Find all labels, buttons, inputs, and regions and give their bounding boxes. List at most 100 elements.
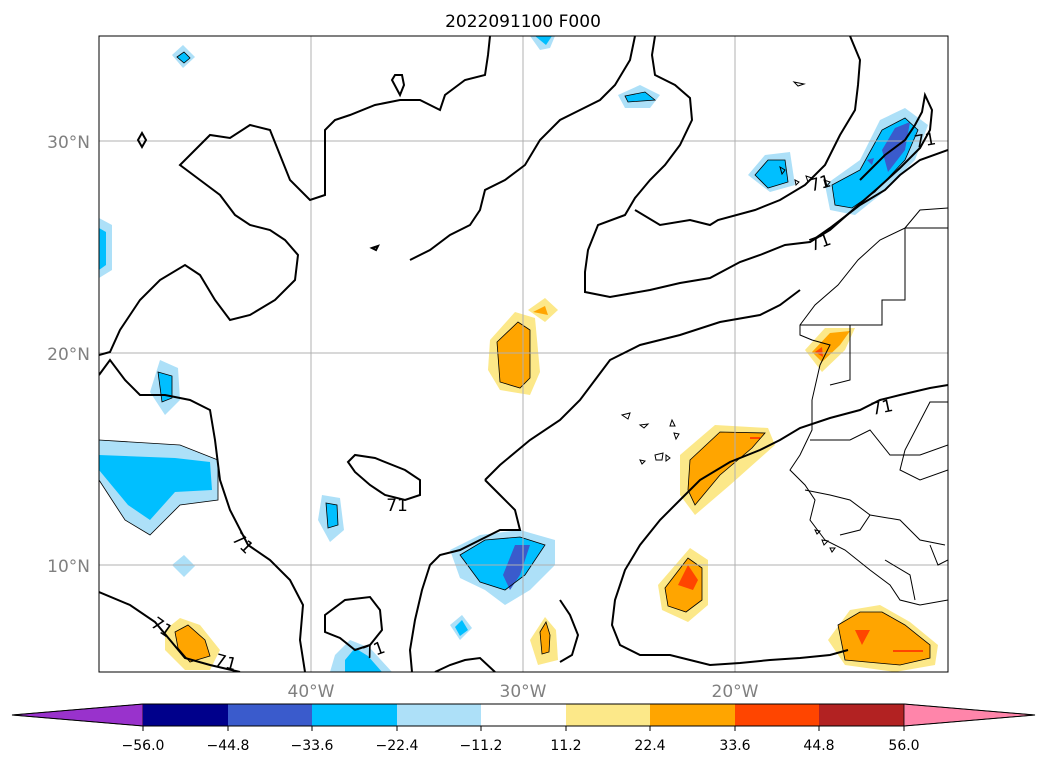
- cape-verde-island: [639, 459, 647, 465]
- contour-71: [584, 36, 934, 299]
- colorbar-tick-label: 22.4: [634, 738, 665, 754]
- positive-anomaly-core: [540, 622, 550, 654]
- contour-71: [809, 149, 948, 243]
- thin-contour: [624, 91, 657, 103]
- strong-positive-anomaly: [893, 650, 923, 652]
- colorbar-segment: [819, 704, 904, 726]
- contour-value-label: 71: [913, 129, 938, 152]
- colorbar-segment: [397, 704, 481, 726]
- strong-positive-anomaly: [678, 565, 698, 590]
- contour-71: [434, 656, 496, 672]
- thin-contour: [174, 624, 211, 663]
- africa-coastline: [789, 227, 948, 606]
- strong-positive-anomaly: [855, 630, 870, 645]
- negative-anomaly-core: [326, 503, 338, 528]
- colorbar: −56.0 −44.8 −33.6 −22.4 −11.2 11.2 22.4 …: [11, 703, 1036, 754]
- colorbar-tick-label: 44.8: [803, 738, 834, 754]
- thin-contour: [459, 536, 546, 591]
- latitude-labels: 30°N 20°N 10°N: [47, 133, 90, 577]
- cape-verde-island: [638, 423, 650, 429]
- coastlines: [620, 81, 948, 606]
- cape-verde-island: [654, 452, 664, 461]
- bijagos-island: [814, 529, 822, 535]
- positive-anomaly-core: [838, 612, 930, 665]
- thin-contour: [831, 117, 919, 209]
- contour-71: [136, 130, 148, 150]
- cape-verde-island: [673, 432, 680, 441]
- colorbar-segment: [481, 704, 566, 726]
- negative-anomaly-core: [99, 228, 106, 270]
- contour-labels: 71 71 71 71 71 71 71 71 71: [147, 129, 938, 672]
- country-border: [804, 489, 871, 536]
- lon-label: 40°W: [288, 682, 335, 702]
- contour-value-label: 71: [386, 496, 408, 516]
- colorbar-segment: [650, 704, 735, 726]
- country-border: [899, 401, 948, 481]
- contour-71: [409, 36, 636, 261]
- cape-verde-island: [620, 412, 631, 420]
- canary-island: [792, 81, 806, 87]
- contour-71: [99, 358, 306, 672]
- lat-label: 10°N: [47, 557, 90, 577]
- contour-71: [369, 244, 380, 252]
- longitude-labels: 40°W 30°W 20°W: [288, 682, 759, 702]
- colorbar-tick-label: −33.6: [291, 738, 334, 754]
- thin-contour: [837, 611, 931, 666]
- thin-contour: [99, 439, 219, 536]
- canary-island: [779, 165, 786, 176]
- thin-contour: [687, 431, 766, 506]
- strong-negative-anomaly: [867, 158, 874, 165]
- colorbar-tick-label: −22.4: [376, 738, 419, 754]
- positive-anomaly-core: [688, 432, 765, 505]
- strong-positive-anomaly: [815, 347, 823, 357]
- colorbar-tick-label: −11.2: [460, 738, 503, 754]
- colorbar-extend-high: [903, 703, 1036, 727]
- colorbar-tick-labels: −56.0 −44.8 −33.6 −22.4 −11.2 11.2 22.4 …: [122, 738, 920, 754]
- positive-anomaly-core: [175, 625, 210, 662]
- contour-value-label: 71: [870, 396, 895, 420]
- colorbar-ticks: [142, 726, 905, 731]
- lat-label: 30°N: [47, 133, 90, 153]
- thin-contour: [496, 321, 531, 389]
- country-border: [829, 325, 851, 386]
- negative-anomaly-core: [345, 648, 382, 672]
- colorbar-tick-label: 56.0: [888, 738, 919, 754]
- lon-label: 30°W: [500, 682, 547, 702]
- contour-71: [634, 36, 862, 227]
- thin-contour: [754, 159, 789, 189]
- contour-71: [484, 289, 801, 481]
- map-area: 71 71 71 71 71 71 71 71 71: [99, 36, 948, 672]
- contour-value-label: 71: [807, 230, 834, 256]
- colorbar-tick-label: 11.2: [550, 738, 581, 754]
- colorbar-segment: [566, 704, 650, 726]
- cape-verde-island: [665, 454, 671, 462]
- country-border: [904, 207, 948, 229]
- graticule: [99, 36, 948, 672]
- negative-anomaly-halo: [172, 555, 195, 577]
- map-frame: [98, 35, 949, 673]
- strong-positive-anomaly: [750, 437, 760, 439]
- bijagos-island: [821, 539, 830, 546]
- negative-anomaly-core: [535, 36, 552, 45]
- negative-anomaly-core: [99, 455, 212, 520]
- thin-contour: [664, 557, 703, 613]
- contour-71: [324, 595, 384, 652]
- contour-71: [610, 384, 948, 667]
- colorbar-tick-label: −56.0: [122, 738, 165, 754]
- colorbar-segment: [735, 704, 819, 726]
- filled-contours: [99, 36, 938, 672]
- lat-label: 20°N: [47, 345, 90, 365]
- contour-71: [99, 36, 491, 356]
- contour-71: [99, 591, 241, 672]
- cape-verde-island: [669, 418, 676, 427]
- contour-71: [559, 599, 580, 663]
- canary-island: [794, 179, 800, 187]
- colorbar-segment: [228, 704, 312, 726]
- thin-contour: [539, 621, 551, 655]
- thick-contours: [99, 36, 948, 672]
- thin-contours: [99, 51, 931, 666]
- thin-contour: [176, 51, 191, 64]
- country-border: [810, 429, 948, 456]
- bijagos-island: [829, 547, 836, 553]
